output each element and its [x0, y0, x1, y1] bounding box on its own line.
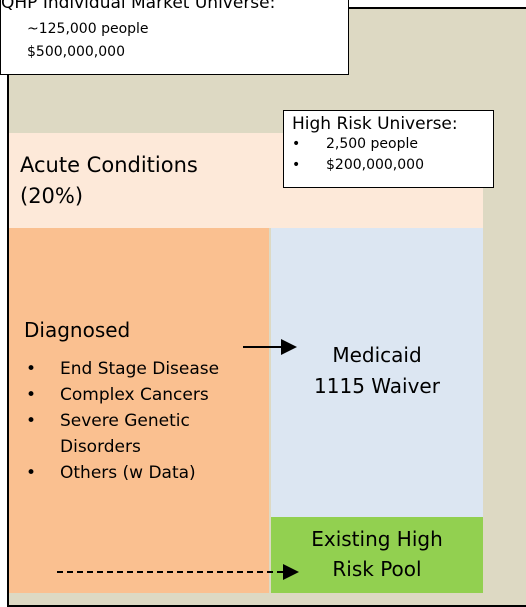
medicaid-text: Medicaid 1115 Waiver: [271, 340, 483, 402]
bullet: End Stage Disease: [26, 356, 219, 382]
page: {"universe": {"title": "QHP Individual M…: [0, 0, 526, 593]
universe-title: QHP Individual Market Universe:: [1, 0, 276, 13]
high-risk-list: 2,500 people $200,000,000: [292, 134, 485, 176]
high-risk-title: High Risk Universe:: [292, 114, 458, 134]
diagnosed-list: End Stage Disease Complex Cancers Severe…: [26, 356, 219, 486]
medicaid-line: 1115 Waiver: [314, 374, 440, 398]
pool-line: Existing High: [311, 527, 443, 551]
bullet: Severe Genetic Disorders: [26, 408, 210, 460]
arrows: [57, 339, 299, 580]
medicaid-line: Medicaid: [332, 343, 422, 367]
pool-text: Existing High Risk Pool: [271, 524, 483, 584]
bullet: Complex Cancers: [26, 382, 219, 408]
universe-line: $500,000,000: [27, 44, 125, 60]
bullet: Others (w Data): [26, 460, 219, 486]
diagnosed-title: Diagnosed: [24, 318, 131, 342]
acute-share: (20%): [20, 184, 84, 208]
universe-box: QHP Individual Market Universe: ~125,000…: [0, 0, 349, 75]
pool-line: Risk Pool: [332, 557, 422, 581]
bullet: $200,000,000: [292, 155, 485, 176]
universe-line: ~125,000 people: [27, 21, 149, 37]
pool-box: [271, 517, 483, 593]
medicaid-box: [271, 228, 483, 517]
high-risk-box: High Risk Universe: 2,500 people $200,00…: [283, 110, 494, 188]
acute-text: Acute Conditions (20%): [20, 150, 198, 212]
acute-label: Acute Conditions: [20, 153, 198, 177]
bullet: 2,500 people: [292, 134, 485, 155]
